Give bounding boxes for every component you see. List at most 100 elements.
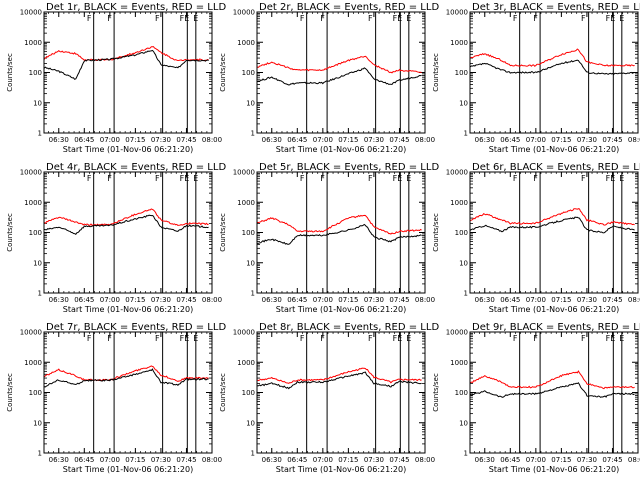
x-tick-label: 07:00 <box>526 296 546 304</box>
flag-label: F <box>368 174 373 183</box>
x-tick-label: 06:30 <box>49 136 69 144</box>
flag-label: F <box>155 334 160 343</box>
x-axis-label: Start Time (01-Nov-06 06:21:20) <box>63 305 193 314</box>
y-tick-label: 1 <box>251 290 255 298</box>
flag-label: F <box>320 174 325 183</box>
x-tick-label: 07:15 <box>125 296 145 304</box>
y-tick-label: 1 <box>251 450 255 458</box>
flag-label: E <box>406 334 411 343</box>
x-tick-label: 08:00 <box>202 136 222 144</box>
x-tick-label: 07:30 <box>151 136 171 144</box>
y-tick-label: 10 <box>33 99 42 107</box>
series-line <box>44 46 209 62</box>
detector-panel-4: Det 4r, BLACK = Events, RED = LLD Counts/… <box>6 162 226 314</box>
x-axis-label: Start Time (01-Nov-06 06:21:20) <box>489 465 619 474</box>
x-tick-label: 06:30 <box>262 136 282 144</box>
flag-label: F <box>513 14 518 23</box>
flag-label: F <box>107 174 112 183</box>
flag-label: F <box>107 14 112 23</box>
y-tick-label: 10 <box>246 419 255 427</box>
flag-label: FE <box>393 174 403 183</box>
x-tick-label: 06:30 <box>49 296 69 304</box>
x-tick-label: 07:45 <box>176 456 196 464</box>
x-tick-label: 06:45 <box>74 456 94 464</box>
x-tick-label: 07:30 <box>364 456 384 464</box>
x-tick-label: 07:45 <box>176 136 196 144</box>
x-tick-label: 07:15 <box>125 136 145 144</box>
flag-label: E <box>193 174 198 183</box>
y-tick-label: 100 <box>29 69 42 77</box>
x-axis-label: Start Time (01-Nov-06 06:21:20) <box>489 145 619 154</box>
panel-title: Det 3r, BLACK = Events, RED = LLD <box>472 2 640 13</box>
x-tick-label: 07:00 <box>100 296 120 304</box>
x-tick-label: 07:00 <box>313 136 333 144</box>
x-tick-label: 08:00 <box>628 296 640 304</box>
flag-label: F <box>300 334 305 343</box>
flag-label: F <box>155 14 160 23</box>
x-tick-label: 07:00 <box>526 136 546 144</box>
x-axis-label: Start Time (01-Nov-06 06:21:20) <box>63 145 193 154</box>
flag-label: F <box>300 174 305 183</box>
flag-label: F <box>300 14 305 23</box>
x-axis-label: Start Time (01-Nov-06 06:21:20) <box>489 305 619 314</box>
y-tick-label: 100 <box>242 69 255 77</box>
x-tick-label: 06:45 <box>500 456 520 464</box>
y-tick-label: 1000 <box>237 39 255 47</box>
y-tick-label: 10000 <box>233 329 255 337</box>
flag-label: F <box>513 334 518 343</box>
y-tick-label: 100 <box>242 229 255 237</box>
y-tick-label: 10000 <box>20 9 42 17</box>
panel-title: Det 8r, BLACK = Events, RED = LLD <box>259 322 439 333</box>
x-tick-label: 07:30 <box>151 456 171 464</box>
plot-frame <box>43 331 213 454</box>
plot-frame <box>256 171 426 294</box>
plot-frame <box>469 331 639 454</box>
y-tick-label: 100 <box>455 69 468 77</box>
y-axis-label: Counts/sec <box>432 373 440 412</box>
y-axis-label: Counts/sec <box>6 53 14 92</box>
series-line <box>257 214 422 235</box>
detector-panel-3: Det 3r, BLACK = Events, RED = LLD Counts/… <box>432 2 640 154</box>
x-tick-label: 06:30 <box>475 136 495 144</box>
flag-label: FE <box>180 174 190 183</box>
flag-label: FE <box>606 334 616 343</box>
x-tick-label: 07:30 <box>151 296 171 304</box>
x-tick-label: 06:30 <box>262 456 282 464</box>
x-tick-label: 08:00 <box>202 456 222 464</box>
y-tick-label: 100 <box>29 389 42 397</box>
y-tick-label: 10 <box>459 99 468 107</box>
x-tick-label: 06:45 <box>74 136 94 144</box>
x-tick-label: 07:45 <box>602 456 622 464</box>
flag-label: F <box>368 334 373 343</box>
y-axis-label: Counts/sec <box>219 373 227 412</box>
flag-label: FE <box>393 14 403 23</box>
x-tick-label: 06:30 <box>262 296 282 304</box>
detector-panel-1: Det 1r, BLACK = Events, RED = LLD Counts/… <box>6 2 226 154</box>
flag-label: E <box>619 334 624 343</box>
y-tick-label: 1 <box>464 130 468 138</box>
flag-label: FE <box>606 14 616 23</box>
x-tick-label: 07:45 <box>389 296 409 304</box>
flag-label: E <box>406 174 411 183</box>
y-tick-label: 10 <box>459 259 468 267</box>
y-tick-label: 10000 <box>20 169 42 177</box>
y-tick-label: 10 <box>246 259 255 267</box>
detector-panel-2: Det 2r, BLACK = Events, RED = LLD Counts/… <box>219 2 439 154</box>
y-tick-label: 1 <box>38 290 42 298</box>
flag-label: F <box>87 174 92 183</box>
y-tick-label: 1 <box>38 450 42 458</box>
flag-label: E <box>193 14 198 23</box>
x-tick-label: 08:00 <box>628 456 640 464</box>
detector-panel-6: Det 6r, BLACK = Events, RED = LLD Counts/… <box>432 162 640 314</box>
x-tick-label: 07:15 <box>125 456 145 464</box>
x-tick-label: 06:45 <box>287 456 307 464</box>
flag-label: E <box>406 14 411 23</box>
y-tick-label: 1000 <box>237 359 255 367</box>
x-tick-label: 07:30 <box>364 136 384 144</box>
flag-label: F <box>87 334 92 343</box>
x-axis-label: Start Time (01-Nov-06 06:21:20) <box>276 465 406 474</box>
series-line <box>470 48 635 67</box>
y-axis-label: Counts/sec <box>6 373 14 412</box>
series-line <box>44 365 209 382</box>
flag-label: F <box>320 334 325 343</box>
